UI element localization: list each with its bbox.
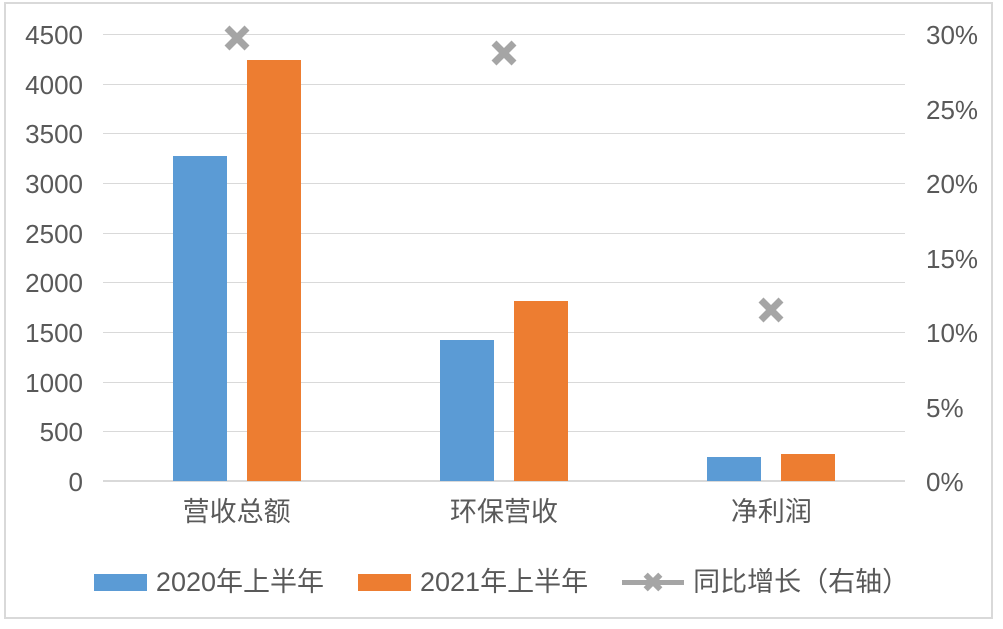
legend-label: 2020年上半年 <box>155 566 324 597</box>
legend-swatch-icon <box>93 573 147 591</box>
x-axis-line <box>103 480 905 482</box>
legend-label: 同比增长（右轴） <box>693 566 910 597</box>
gridline <box>103 332 905 333</box>
gridline <box>103 34 905 35</box>
gridline <box>103 183 905 184</box>
legend-item-2021年上半年: 2021年上半年 <box>358 566 589 597</box>
right-axis-tick: 0% <box>926 467 964 497</box>
left-axis-tick: 1500 <box>25 318 83 348</box>
x-marker-icon <box>756 295 786 325</box>
legend: 2020年上半年 2021年上半年 同比增长（右轴） <box>0 562 1003 602</box>
right-axis-tick: 25% <box>926 94 979 125</box>
x-marker-icon <box>489 38 519 68</box>
legend-item-同比增长（右轴）: 同比增长（右轴） <box>622 566 910 597</box>
right-axis-tick: 20% <box>926 169 979 199</box>
left-axis-tick: 0 <box>68 467 83 497</box>
legend-item-2020年上半年: 2020年上半年 <box>93 566 324 597</box>
left-axis-tick: 2000 <box>25 268 83 299</box>
left-axis-tick: 500 <box>39 417 83 448</box>
gridline <box>103 83 905 85</box>
category-label: 净利润 <box>730 497 812 527</box>
bar-2021年上半年-营收总额 <box>246 59 301 481</box>
left-axis-tick: 3500 <box>25 119 83 150</box>
left-axis-tick: 1000 <box>25 367 83 398</box>
gridline <box>103 431 905 433</box>
bar-2021年上半年-环保营收 <box>514 301 568 481</box>
category-label: 环保营收 <box>450 497 558 527</box>
gridline <box>103 133 905 135</box>
right-axis-tick: 15% <box>926 243 979 274</box>
left-axis-tick: 4000 <box>25 69 83 100</box>
legend-line-marker-icon <box>622 570 685 594</box>
right-axis-tick: 5% <box>926 392 964 423</box>
x-marker-icon <box>642 571 664 598</box>
right-axis-tick: 10% <box>926 318 979 348</box>
legend-label: 2021年上半年 <box>420 566 589 597</box>
bar-2020年上半年-环保营收 <box>440 340 494 481</box>
bar-2021年上半年-净利润 <box>781 454 836 481</box>
left-axis-tick: 4500 <box>25 20 83 50</box>
legend-swatch-icon <box>358 573 411 591</box>
gridline <box>103 381 905 383</box>
x-marker-icon <box>222 23 252 53</box>
right-axis-tick: 30% <box>926 20 979 50</box>
bar-2020年上半年-净利润 <box>707 457 762 481</box>
gridline <box>103 232 905 234</box>
chart-card <box>4 2 993 619</box>
category-label: 营收总额 <box>182 497 291 527</box>
bar-2020年上半年-营收总额 <box>172 155 227 481</box>
left-axis-tick: 2500 <box>25 218 83 249</box>
gridline <box>103 282 905 284</box>
left-axis-tick: 3000 <box>25 169 83 199</box>
